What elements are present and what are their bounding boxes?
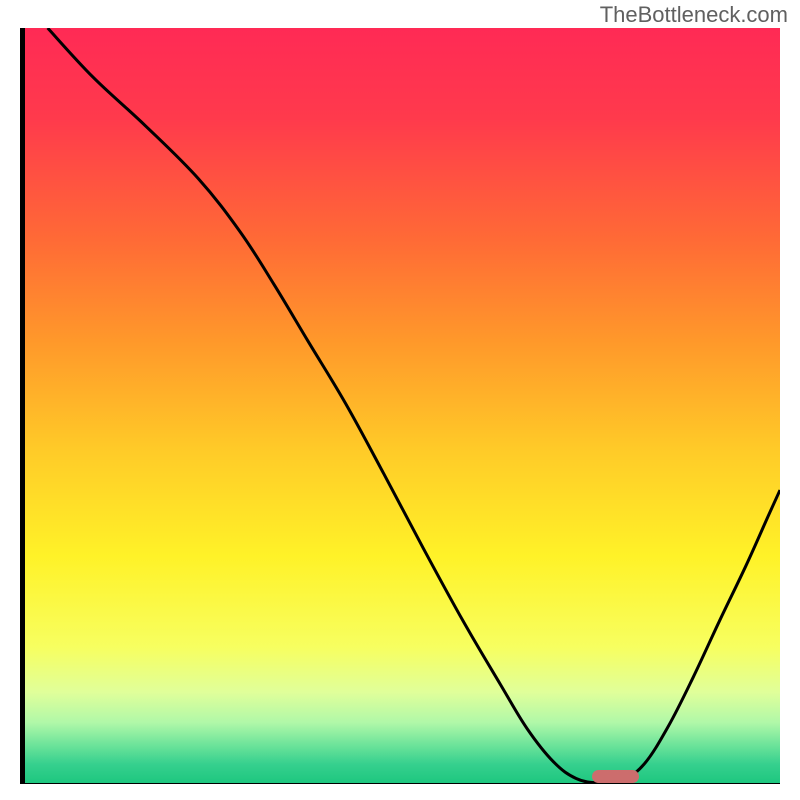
curve-minimum-marker <box>592 770 639 783</box>
bottleneck-curve <box>25 28 780 783</box>
watermark-text: TheBottleneck.com <box>600 2 788 28</box>
chart-plot-area <box>20 28 780 784</box>
